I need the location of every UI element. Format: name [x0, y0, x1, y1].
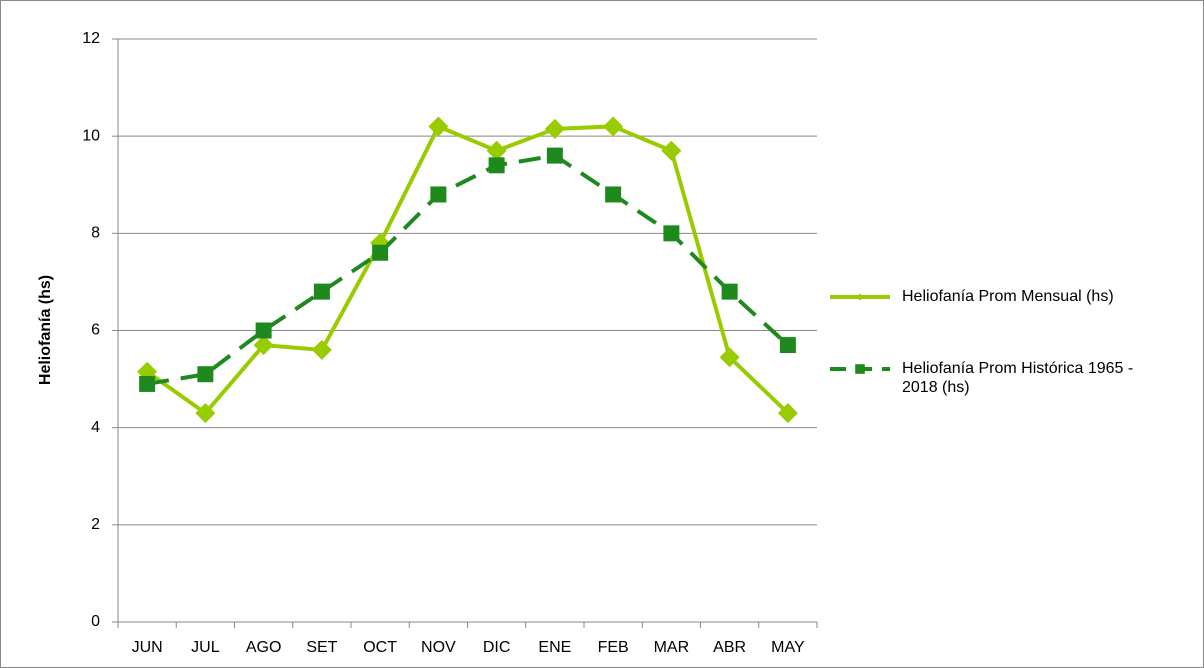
series-line: [146, 153, 790, 386]
x-tick-label: MAR: [654, 639, 690, 656]
y-tick-label: 0: [91, 613, 100, 630]
point-marker: [430, 186, 447, 203]
y-tick-label: 6: [91, 322, 100, 339]
legend-label: Heliofanía Prom Mensual (hs): [902, 288, 1114, 305]
point-marker: [721, 283, 738, 300]
point-marker: [313, 283, 330, 300]
point-marker: [544, 118, 565, 139]
point-marker: [428, 116, 449, 137]
point-marker: [372, 244, 389, 261]
point-marker: [777, 403, 798, 424]
x-tick-label: AGO: [246, 639, 282, 656]
point-marker: [195, 403, 216, 424]
point-marker: [603, 116, 624, 137]
x-tick-label: SET: [306, 639, 337, 656]
x-tick-label: OCT: [363, 639, 397, 656]
point-marker: [605, 186, 622, 203]
x-tick-label: FEB: [598, 639, 629, 656]
x-tick-label: ENE: [538, 639, 571, 656]
point-marker: [486, 140, 507, 161]
x-tick-label: DIC: [483, 639, 511, 656]
point-marker: [488, 157, 505, 174]
y-tick-label: 12: [82, 30, 100, 47]
point-marker: [197, 366, 214, 383]
y-axis-title: Heliofanía (hs): [37, 275, 54, 385]
x-tick-label: JUN: [132, 639, 163, 656]
x-tick-label: ABR: [713, 639, 746, 656]
x-tick-label: MAY: [771, 639, 805, 656]
y-tick-label: 2: [91, 516, 100, 533]
point-marker: [255, 322, 272, 339]
point-marker: [779, 337, 796, 354]
point-marker: [856, 293, 864, 301]
point-marker: [311, 339, 332, 360]
point-marker: [661, 140, 682, 161]
point-marker: [139, 375, 156, 392]
series-line: [145, 123, 790, 416]
x-tick-label: JUL: [191, 639, 220, 656]
y-tick-label: 4: [91, 419, 100, 436]
y-tick-label: 10: [82, 127, 100, 144]
point-marker: [663, 225, 680, 242]
y-tick-label: 8: [91, 225, 100, 242]
point-marker: [546, 147, 563, 164]
point-marker: [855, 364, 865, 374]
x-tick-label: NOV: [421, 639, 456, 656]
point-marker: [253, 335, 274, 356]
legend-label: Heliofanía Prom Histórica 1965 - 2018 (h…: [902, 360, 1134, 396]
point-marker: [719, 347, 740, 368]
